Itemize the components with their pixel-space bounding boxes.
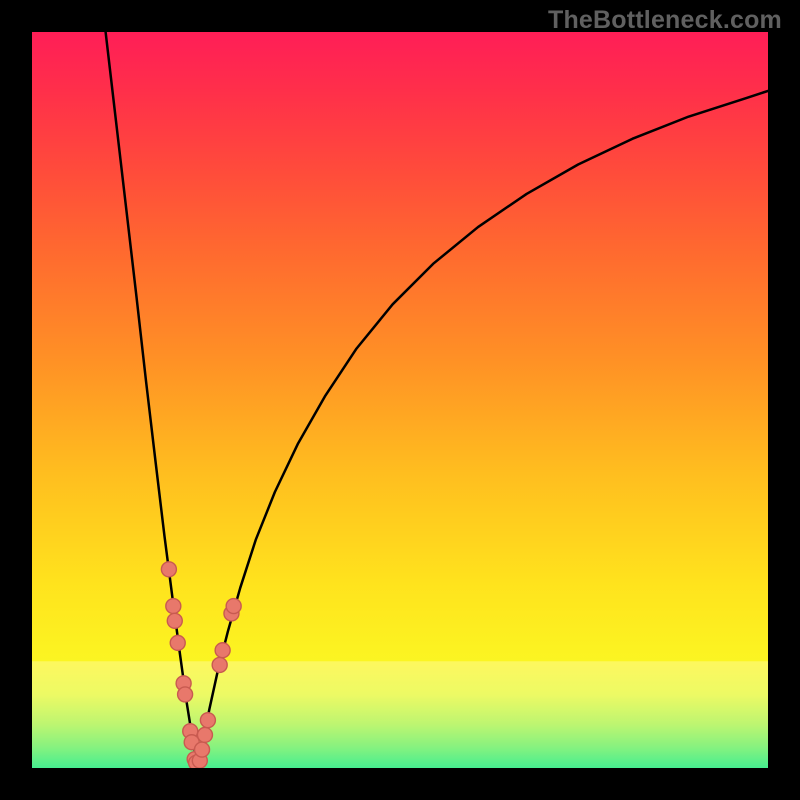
- data-marker: [195, 742, 210, 757]
- chart-frame: TheBottleneck.com: [0, 0, 800, 800]
- data-marker: [170, 635, 185, 650]
- data-marker: [197, 727, 212, 742]
- data-marker: [167, 613, 182, 628]
- data-marker: [200, 713, 215, 728]
- chart-background: [32, 32, 768, 768]
- ideal-band: [32, 661, 768, 768]
- data-marker: [215, 643, 230, 658]
- data-marker: [161, 562, 176, 577]
- data-marker: [226, 599, 241, 614]
- data-marker: [178, 687, 193, 702]
- data-marker: [212, 657, 227, 672]
- data-marker: [166, 599, 181, 614]
- bottleneck-curve-chart: [32, 32, 768, 768]
- watermark-text: TheBottleneck.com: [548, 6, 782, 35]
